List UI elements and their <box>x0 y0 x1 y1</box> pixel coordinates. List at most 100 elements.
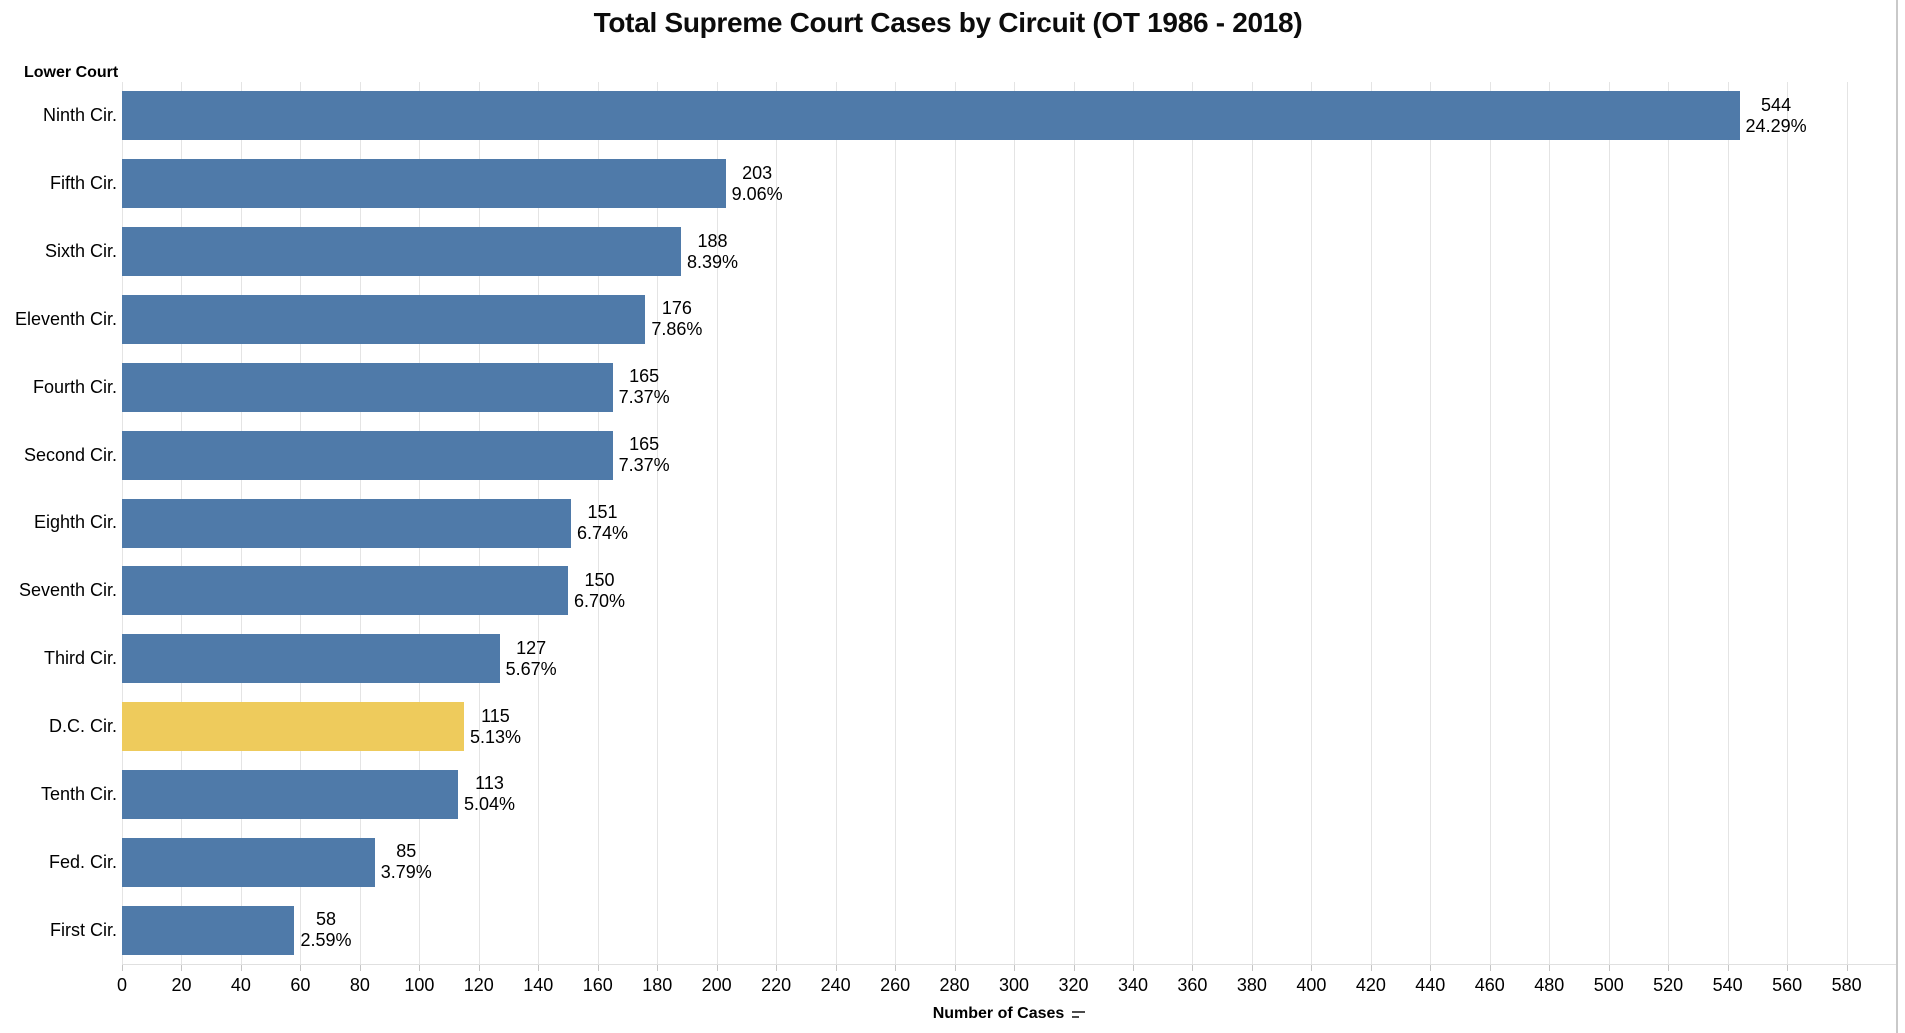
category-label-eleventh-cir[interactable]: Eleventh Cir. <box>14 308 117 329</box>
category-label-sixth-cir[interactable]: Sixth Cir. <box>44 241 117 262</box>
x-axis-tick-label: 260 <box>880 975 911 995</box>
axis-tick <box>597 965 599 971</box>
category-label-fed-cir[interactable]: Fed. Cir. <box>48 851 117 872</box>
bar-value-label: 151 6.74% <box>577 502 628 544</box>
category-label-tenth-cir[interactable]: Tenth Cir. <box>40 783 117 804</box>
bar-ninth-cir[interactable] <box>122 91 1740 141</box>
gridline <box>657 82 659 964</box>
bar-count-label: 58 <box>315 909 336 930</box>
bar-value-label: 113 5.04% <box>464 773 515 815</box>
bar-percent-label: 7.37% <box>618 387 670 408</box>
bar-count-label: 151 <box>587 502 618 522</box>
sort-descending-icon[interactable] <box>1072 1010 1086 1018</box>
bar-fed-cir[interactable] <box>122 837 375 887</box>
category-label-eighth-cir[interactable]: Eighth Cir. <box>33 512 117 533</box>
bar-d-c-cir[interactable] <box>122 702 464 752</box>
x-axis-tick-label: 320 <box>1058 975 1089 995</box>
bar-tenth-cir[interactable] <box>122 769 458 819</box>
bar-percent-label: 2.59% <box>300 930 352 951</box>
bar-count-label: 127 <box>516 637 547 658</box>
bar-value-label: 115 5.13% <box>470 706 521 748</box>
axis-tick <box>240 965 242 971</box>
bar-value-label: 58 2.59% <box>300 909 351 951</box>
axis-tick <box>1787 965 1789 971</box>
category-label-seventh-cir[interactable]: Seventh Cir. <box>18 580 117 601</box>
x-axis-tick-label: 120 <box>463 975 494 995</box>
category-label-second-cir[interactable]: Second Cir. <box>23 444 117 465</box>
bar-seventh-cir[interactable] <box>122 566 569 616</box>
x-axis-tick-label: 20 <box>171 975 192 995</box>
axis-tick <box>1668 965 1670 971</box>
x-axis-tick-label: 0 <box>116 975 127 995</box>
bar-third-cir[interactable] <box>122 634 500 684</box>
bar-count-label: 85 <box>396 841 417 862</box>
x-axis-title-wrap: Number of Cases <box>122 1002 1896 1026</box>
bar-first-cir[interactable] <box>122 905 295 955</box>
category-label-d-c-cir[interactable]: D.C. Cir. <box>48 716 117 737</box>
x-axis-tick-label: 280 <box>939 975 970 995</box>
x-axis-tick-label: 560 <box>1772 975 1803 995</box>
gridline <box>716 82 718 964</box>
view-right-border <box>1896 0 1898 1033</box>
gridline <box>954 82 956 964</box>
bar-eighth-cir[interactable] <box>122 498 571 548</box>
category-label-third-cir[interactable]: Third Cir. <box>43 648 117 669</box>
axis-tick <box>1489 965 1491 971</box>
gridline <box>1727 82 1729 964</box>
axis-tick <box>1549 965 1551 971</box>
x-axis-tick-label: 340 <box>1117 975 1148 995</box>
bar-count-label: 165 <box>629 366 660 387</box>
x-axis-tick-label: 520 <box>1653 975 1684 995</box>
bar-count-label: 150 <box>584 569 615 590</box>
x-axis-tick-label: 80 <box>349 975 370 995</box>
category-label-first-cir[interactable]: First Cir. <box>50 919 117 940</box>
axis-tick <box>300 965 302 971</box>
category-label-ninth-cir[interactable]: Ninth Cir. <box>42 105 117 126</box>
bar-fourth-cir[interactable] <box>122 362 613 412</box>
bar-percent-label: 6.70% <box>574 590 626 611</box>
axis-tick <box>954 965 956 971</box>
bar-count-label: 176 <box>661 298 692 319</box>
bar-eleventh-cir[interactable] <box>122 294 646 344</box>
gridline <box>1846 82 1848 964</box>
bar-percent-label: 24.29% <box>1745 115 1807 136</box>
bar-second-cir[interactable] <box>122 430 613 480</box>
bar-count-label: 113 <box>475 773 504 794</box>
axis-tick <box>1251 965 1253 971</box>
x-axis-tick-label: 380 <box>1236 975 1267 995</box>
x-axis-tick-label: 180 <box>642 975 673 995</box>
category-label-fourth-cir[interactable]: Fourth Cir. <box>32 376 117 397</box>
gridline <box>1608 82 1610 964</box>
bar-sixth-cir[interactable] <box>122 227 681 277</box>
bar-fifth-cir[interactable] <box>122 159 726 209</box>
x-axis-tick-label: 220 <box>761 975 792 995</box>
axis-tick <box>122 965 123 971</box>
axis-tick <box>1608 965 1610 971</box>
x-axis-tick-label: 460 <box>1474 975 1505 995</box>
x-axis-tick-label: 400 <box>1296 975 1327 995</box>
x-axis-tick-label: 160 <box>582 975 613 995</box>
x-axis-tick-label: 540 <box>1712 975 1743 995</box>
x-axis-tick-label: 140 <box>523 975 554 995</box>
category-label-fifth-cir[interactable]: Fifth Cir. <box>49 173 117 194</box>
x-axis-tick-label: 40 <box>230 975 251 995</box>
axis-tick <box>1846 965 1848 971</box>
gridline <box>1014 82 1016 964</box>
gridline <box>1668 82 1670 964</box>
bar-count-label: 188 <box>697 230 728 251</box>
bar-value-label: 203 9.06% <box>732 163 783 205</box>
x-axis-tick-label: 240 <box>820 975 851 995</box>
row-axis-header: Lower Court <box>24 64 119 81</box>
bar-percent-label: 9.06% <box>731 183 783 204</box>
gridline <box>1073 82 1075 964</box>
x-axis-tick-label: 100 <box>404 975 435 995</box>
axis-tick <box>1727 965 1729 971</box>
gridline <box>895 82 897 964</box>
gridline <box>835 82 837 964</box>
bar-value-label: 544 24.29% <box>1746 95 1807 137</box>
x-axis-tick-label: 360 <box>1177 975 1208 995</box>
gridline <box>1192 82 1194 964</box>
bar-value-label: 150 6.70% <box>574 570 625 612</box>
axis-tick <box>1370 965 1372 971</box>
